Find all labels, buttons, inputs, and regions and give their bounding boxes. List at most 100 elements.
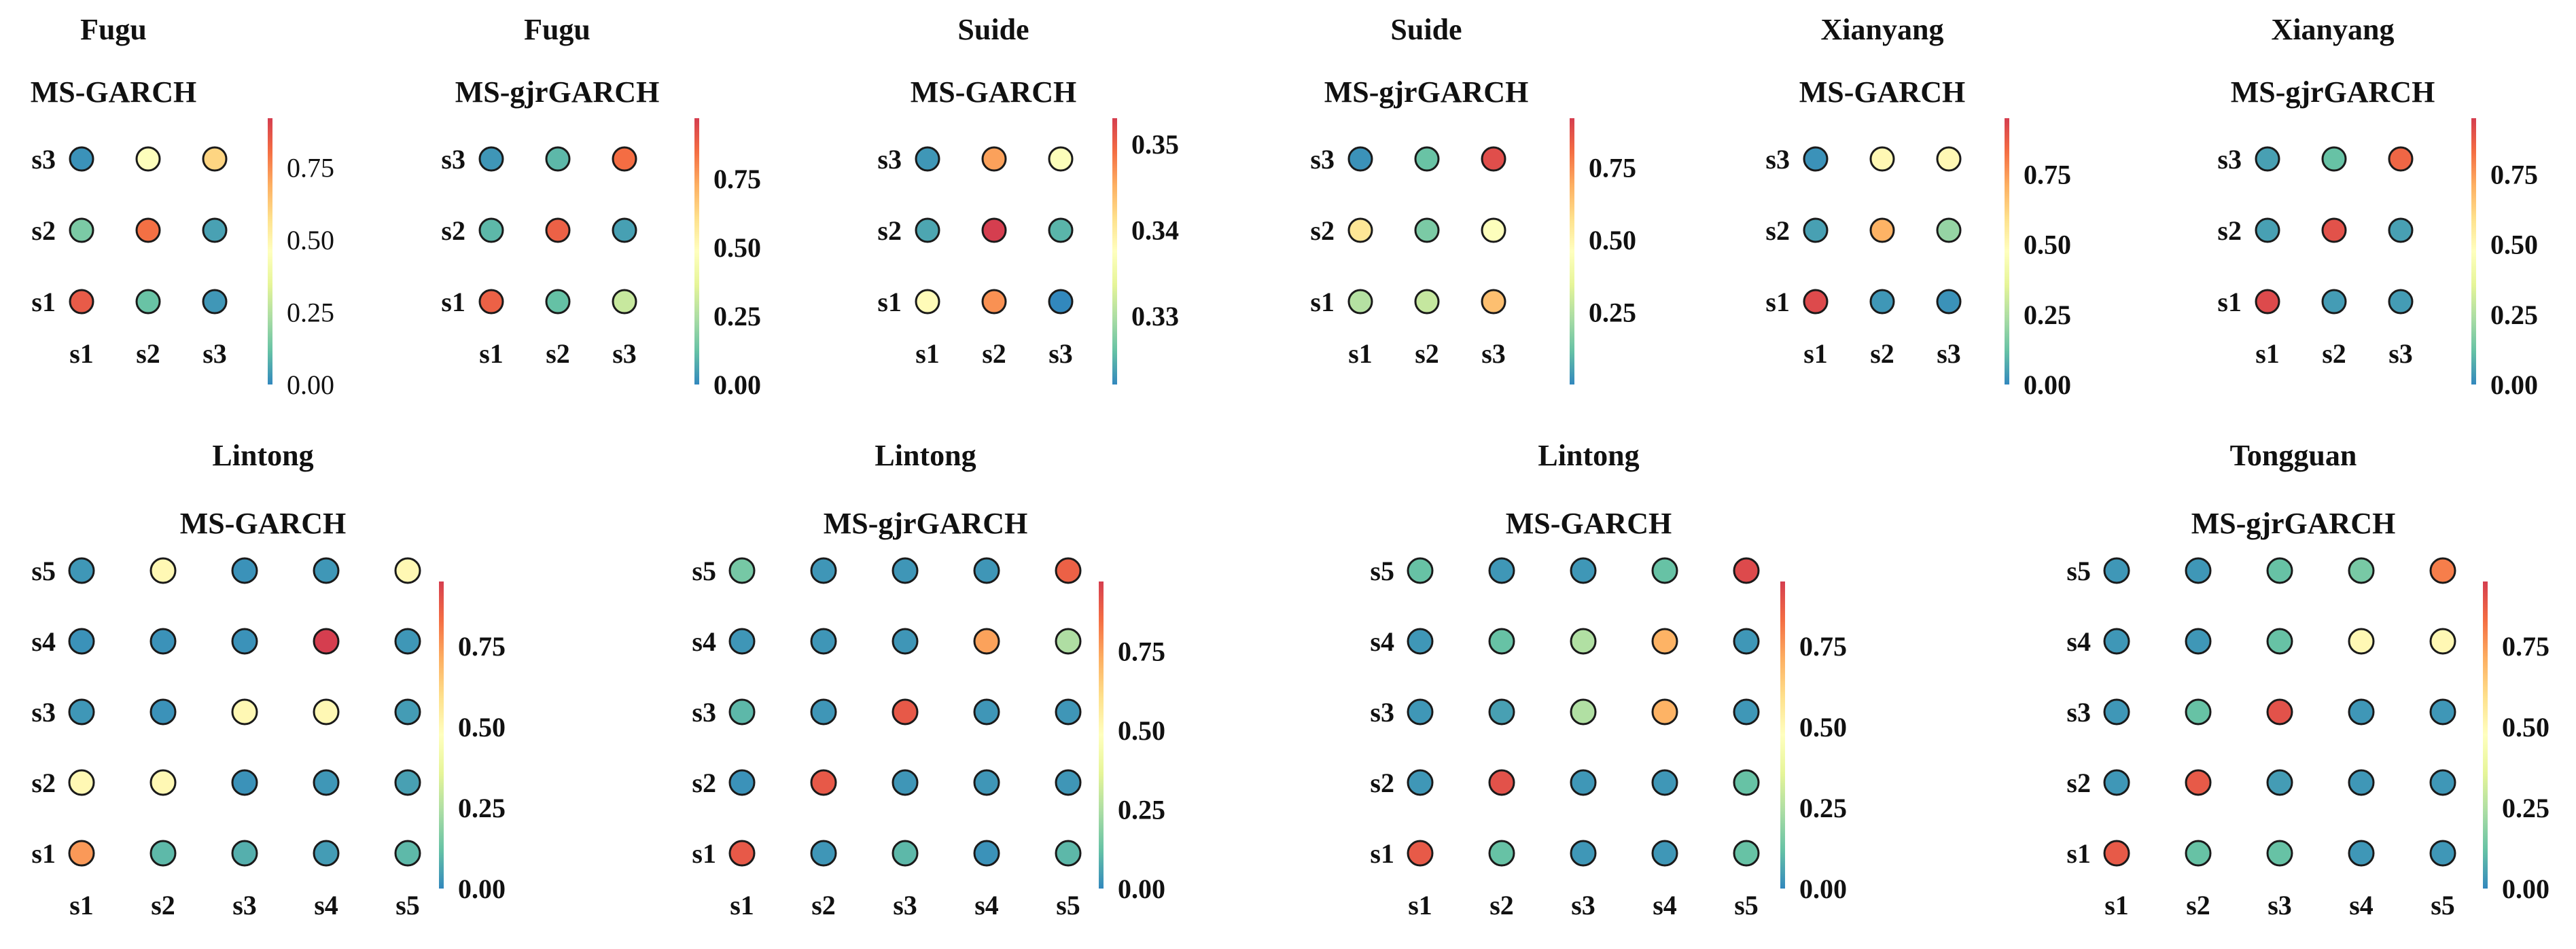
colorbar-tick-label: 0.33 — [1131, 301, 1179, 332]
cell-dot-s1-s1 — [915, 289, 940, 315]
cell-dot-s2-s1 — [1347, 217, 1373, 243]
cell-dot-s3-s5 — [2429, 698, 2456, 726]
cell-dot-s3-s2 — [1414, 146, 1440, 172]
colorbar-tick-label: 0.25 — [2024, 300, 2071, 330]
cell-dot-s3-s5 — [1733, 698, 1760, 726]
row-label-s2: s2 — [877, 215, 902, 246]
colorbar-tick-label: 0.25 — [1589, 297, 1636, 327]
cell-dot-s1-s3 — [892, 840, 919, 867]
col-label-s1: s1 — [915, 338, 940, 369]
cell-dot-s5-s3 — [1570, 557, 1597, 584]
cell-dot-s3-s4 — [1651, 698, 1678, 726]
cell-dot-s2-s4 — [973, 769, 1000, 796]
col-label-s1: s1 — [1803, 338, 1828, 369]
cell-dot-s1-s1 — [1803, 289, 1829, 315]
panel-title: Suide — [957, 13, 1029, 46]
panel-9: Lintong MS-GARCH s1 s1 s2 s2 s3 s3 s4 s4 s5 s5 0.00 0… — [1370, 439, 1847, 920]
col-label-s4: s4 — [314, 890, 338, 920]
cell-dot-s3-s1 — [1407, 698, 1434, 726]
row-label-s2: s2 — [2217, 215, 2242, 246]
colorbar-tick-label: 0.25 — [2490, 300, 2538, 330]
cell-dot-s4-s5 — [394, 628, 421, 655]
cell-dot-s2-s5 — [1055, 769, 1082, 796]
cell-dot-s3-s2 — [149, 698, 177, 726]
colorbar-tick-label: 0.75 — [1799, 631, 1847, 662]
row-label-s4: s4 — [2066, 626, 2091, 657]
cell-dot-s2-s1 — [68, 769, 95, 796]
cell-dot-s3-s3 — [2388, 146, 2414, 172]
cell-dot-s2-s1 — [1407, 769, 1434, 796]
col-label-s3: s3 — [1571, 890, 1595, 920]
cell-dot-s1-s3 — [1570, 840, 1597, 867]
row-label-s4: s4 — [1370, 626, 1394, 657]
row-label-s5: s5 — [2066, 556, 2091, 586]
cell-dot-s1-s1 — [478, 289, 504, 315]
cell-dot-s3-s1 — [915, 146, 940, 172]
col-label-s3: s3 — [1048, 338, 1073, 369]
colorbar-tick-label: 0.25 — [2502, 793, 2549, 823]
cell-dot-s5-s5 — [1055, 557, 1082, 584]
colorbar-tick-label: 0.75 — [713, 164, 761, 194]
col-label-s4: s4 — [974, 890, 999, 920]
cell-dot-s2-s3 — [1570, 769, 1597, 796]
cell-dot-s3-s1 — [1803, 146, 1829, 172]
colorbar — [1099, 581, 1104, 889]
row-label-s3: s3 — [877, 144, 902, 175]
colorbar — [2471, 118, 2476, 384]
row-label-s3: s3 — [2217, 144, 2242, 175]
col-label-s4: s4 — [2349, 890, 2374, 920]
cell-dot-s1-s1 — [1407, 840, 1434, 867]
row-label-s5: s5 — [31, 556, 56, 586]
cell-dot-s5-s4 — [2348, 557, 2375, 584]
panel-7: Lintong MS-GARCH s1 s1 s2 s2 s3 s3 s4 s4 s5 s5 0.00 0… — [31, 439, 506, 920]
panel-model-label: MS-GARCH — [911, 75, 1076, 109]
row-label-s5: s5 — [692, 556, 716, 586]
cell-dot-s3-s3 — [892, 698, 919, 726]
col-label-s5: s5 — [1056, 890, 1080, 920]
cell-dot-s2-s3 — [202, 217, 228, 243]
cell-dot-s5-s1 — [728, 557, 756, 584]
row-label-s2: s2 — [692, 768, 716, 798]
cell-dot-s4-s5 — [2429, 628, 2456, 655]
cell-dot-s4-s4 — [313, 628, 340, 655]
colorbar-tick-label: 0.25 — [458, 793, 506, 823]
cell-dot-s3-s3 — [1481, 146, 1506, 172]
panel-title: Suide — [1390, 13, 1462, 46]
panel-model-label: MS-gjrGARCH — [2231, 75, 2435, 109]
row-label-s3: s3 — [441, 144, 465, 175]
cell-dot-s5-s3 — [2266, 557, 2293, 584]
cell-dot-s1-s3 — [1936, 289, 1962, 315]
col-label-s5: s5 — [2431, 890, 2455, 920]
colorbar-tick-label: 0.50 — [1799, 712, 1847, 742]
row-label-s3: s3 — [31, 144, 56, 175]
cell-dot-s1-s4 — [1651, 840, 1678, 867]
col-label-s3: s3 — [232, 890, 257, 920]
row-label-s1: s1 — [31, 287, 56, 317]
cell-dot-s4-s5 — [1055, 628, 1082, 655]
cell-dot-s1-s5 — [2429, 840, 2456, 867]
colorbar-tick-label: 0.50 — [713, 232, 761, 263]
cell-dot-s2-s1 — [69, 217, 94, 243]
col-label-s2: s2 — [136, 338, 160, 369]
cell-dot-s2-s2 — [545, 217, 571, 243]
colorbar-tick-label: 0.00 — [287, 370, 334, 400]
cell-dot-s3-s3 — [202, 146, 228, 172]
colorbar-tick-label: 0.50 — [458, 712, 506, 742]
col-label-s3: s3 — [612, 338, 637, 369]
colorbar-tick-label: 0.50 — [1589, 225, 1636, 255]
cell-dot-s4-s3 — [892, 628, 919, 655]
row-label-s1: s1 — [692, 838, 716, 869]
row-label-s2: s2 — [2066, 768, 2091, 798]
colorbar-tick-label: 0.34 — [1131, 215, 1179, 245]
cell-dot-s1-s3 — [231, 840, 258, 867]
col-label-s1: s1 — [69, 890, 94, 920]
colorbar-tick-label: 0.75 — [458, 631, 506, 662]
col-label-s2: s2 — [2186, 890, 2210, 920]
cell-dot-s4-s2 — [810, 628, 837, 655]
cell-dot-s2-s3 — [1936, 217, 1962, 243]
cell-dot-s4-s4 — [1651, 628, 1678, 655]
cell-dot-s2-s3 — [1481, 217, 1506, 243]
cell-dot-s3-s4 — [2348, 698, 2375, 726]
cell-dot-s1-s2 — [981, 289, 1007, 315]
cell-dot-s1-s2 — [135, 289, 161, 315]
